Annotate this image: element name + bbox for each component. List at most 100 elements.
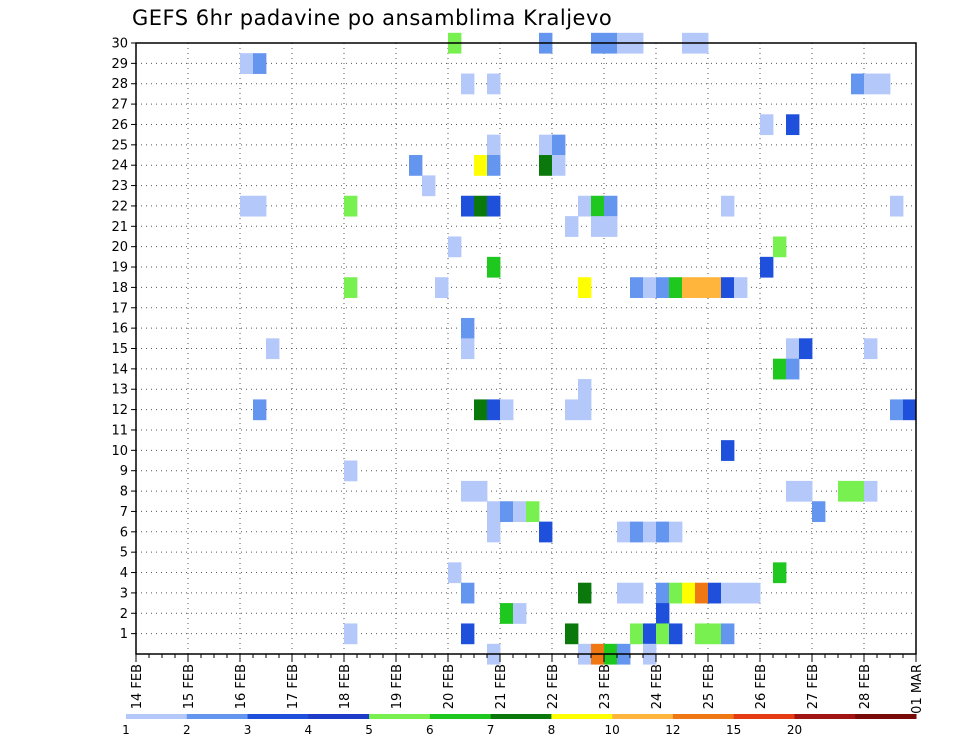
data-cell <box>643 277 657 298</box>
x-tick-label: 24 FEB <box>650 664 665 709</box>
data-cell <box>708 277 722 298</box>
data-cell <box>799 338 813 360</box>
data-cell <box>461 582 475 604</box>
legend: 1 2 3 4 5 6 7 8 10 12 15 20 <box>122 714 917 737</box>
data-cell <box>240 53 254 74</box>
data-cell <box>903 399 917 421</box>
legend-swatch <box>855 714 917 719</box>
legend-swatch <box>308 714 370 719</box>
x-tick-label: 27 FEB <box>806 664 821 709</box>
data-cell <box>253 53 267 74</box>
data-cell <box>617 521 631 543</box>
data-cell <box>578 582 592 604</box>
data-cell <box>721 277 735 298</box>
legend-swatch <box>490 714 552 719</box>
x-tick-label: 17 FEB <box>286 664 301 709</box>
x-tick-label: 01 MAR <box>910 664 925 714</box>
data-cell <box>565 399 579 421</box>
y-tick-label: 28 <box>111 77 128 92</box>
data-cell <box>682 582 696 604</box>
legend-label: 4 <box>304 723 312 737</box>
data-cell <box>500 399 514 421</box>
x-tick-label: 14 FEB <box>130 664 145 709</box>
data-cell <box>851 73 865 95</box>
data-cell <box>448 562 462 584</box>
legend-swatch <box>369 714 431 719</box>
data-cell <box>656 603 670 624</box>
data-cell <box>253 399 267 421</box>
data-cell <box>266 338 280 360</box>
y-tick-label: 6 <box>120 525 128 540</box>
data-cell <box>409 155 423 176</box>
legend-label: 6 <box>426 723 434 737</box>
data-cell <box>682 277 696 298</box>
y-tick-label: 8 <box>120 485 128 500</box>
data-cell <box>812 501 826 523</box>
data-cell <box>890 399 904 421</box>
y-tick-label: 4 <box>120 566 128 581</box>
data-cell <box>565 623 579 645</box>
data-cell <box>487 501 501 523</box>
data-cell <box>864 480 878 502</box>
data-cell <box>708 582 722 604</box>
data-cell <box>734 277 748 298</box>
data-cell <box>630 623 644 645</box>
data-cell <box>487 134 501 156</box>
legend-label: 7 <box>487 723 495 737</box>
data-cell <box>461 338 475 360</box>
data-cell <box>695 277 709 298</box>
data-cell <box>838 480 852 502</box>
legend-label: 12 <box>665 723 680 737</box>
data-cell <box>786 358 800 380</box>
chart-title: GEFS 6hr padavine po ansamblima Kraljevo <box>132 6 613 30</box>
data-cell <box>578 277 592 298</box>
legend-swatch <box>672 714 735 719</box>
data-cell <box>669 521 683 543</box>
legend-label: 5 <box>365 723 373 737</box>
y-tick-label: 18 <box>111 281 128 296</box>
legend-swatch <box>429 714 492 719</box>
data-cell <box>656 277 670 298</box>
data-cell <box>253 195 267 217</box>
x-tick-label: 26 FEB <box>754 664 769 709</box>
data-cell <box>448 236 462 258</box>
data-cell <box>851 480 865 502</box>
data-cell <box>864 338 878 360</box>
y-tick-label: 12 <box>111 403 128 418</box>
x-tick-label: 21 FEB <box>494 664 509 709</box>
data-cell <box>630 277 644 298</box>
y-tick-label: 16 <box>111 322 128 337</box>
y-tick-label: 1 <box>120 627 128 642</box>
legend-swatch <box>733 714 795 719</box>
data-cell <box>669 582 683 604</box>
y-tick-label: 7 <box>120 505 128 520</box>
x-tick-label: 19 FEB <box>390 664 405 709</box>
data-cell <box>591 195 605 217</box>
data-cell <box>669 623 683 645</box>
y-tick-label: 20 <box>111 240 128 255</box>
data-cell <box>344 623 358 645</box>
data-cell <box>669 277 683 298</box>
data-cell <box>643 521 657 543</box>
data-cell <box>461 480 475 502</box>
data-cell <box>656 582 670 604</box>
data-cell <box>513 501 527 523</box>
data-cell <box>539 521 553 543</box>
y-tick-label: 25 <box>111 138 128 153</box>
y-tick-label: 9 <box>120 464 128 479</box>
y-tick-label: 5 <box>120 546 128 561</box>
data-cell <box>474 399 488 421</box>
legend-label: 15 <box>726 723 741 737</box>
x-tick-label: 16 FEB <box>234 664 249 709</box>
legend-label: 10 <box>605 723 620 737</box>
y-tick-label: 3 <box>120 586 128 601</box>
data-cell <box>604 216 618 237</box>
data-cell <box>643 623 657 645</box>
data-cell <box>461 317 475 339</box>
data-cell <box>799 480 813 502</box>
data-cell <box>721 623 735 645</box>
data-cell <box>565 216 579 237</box>
data-cell <box>500 603 514 624</box>
y-tick-label: 23 <box>111 179 128 194</box>
